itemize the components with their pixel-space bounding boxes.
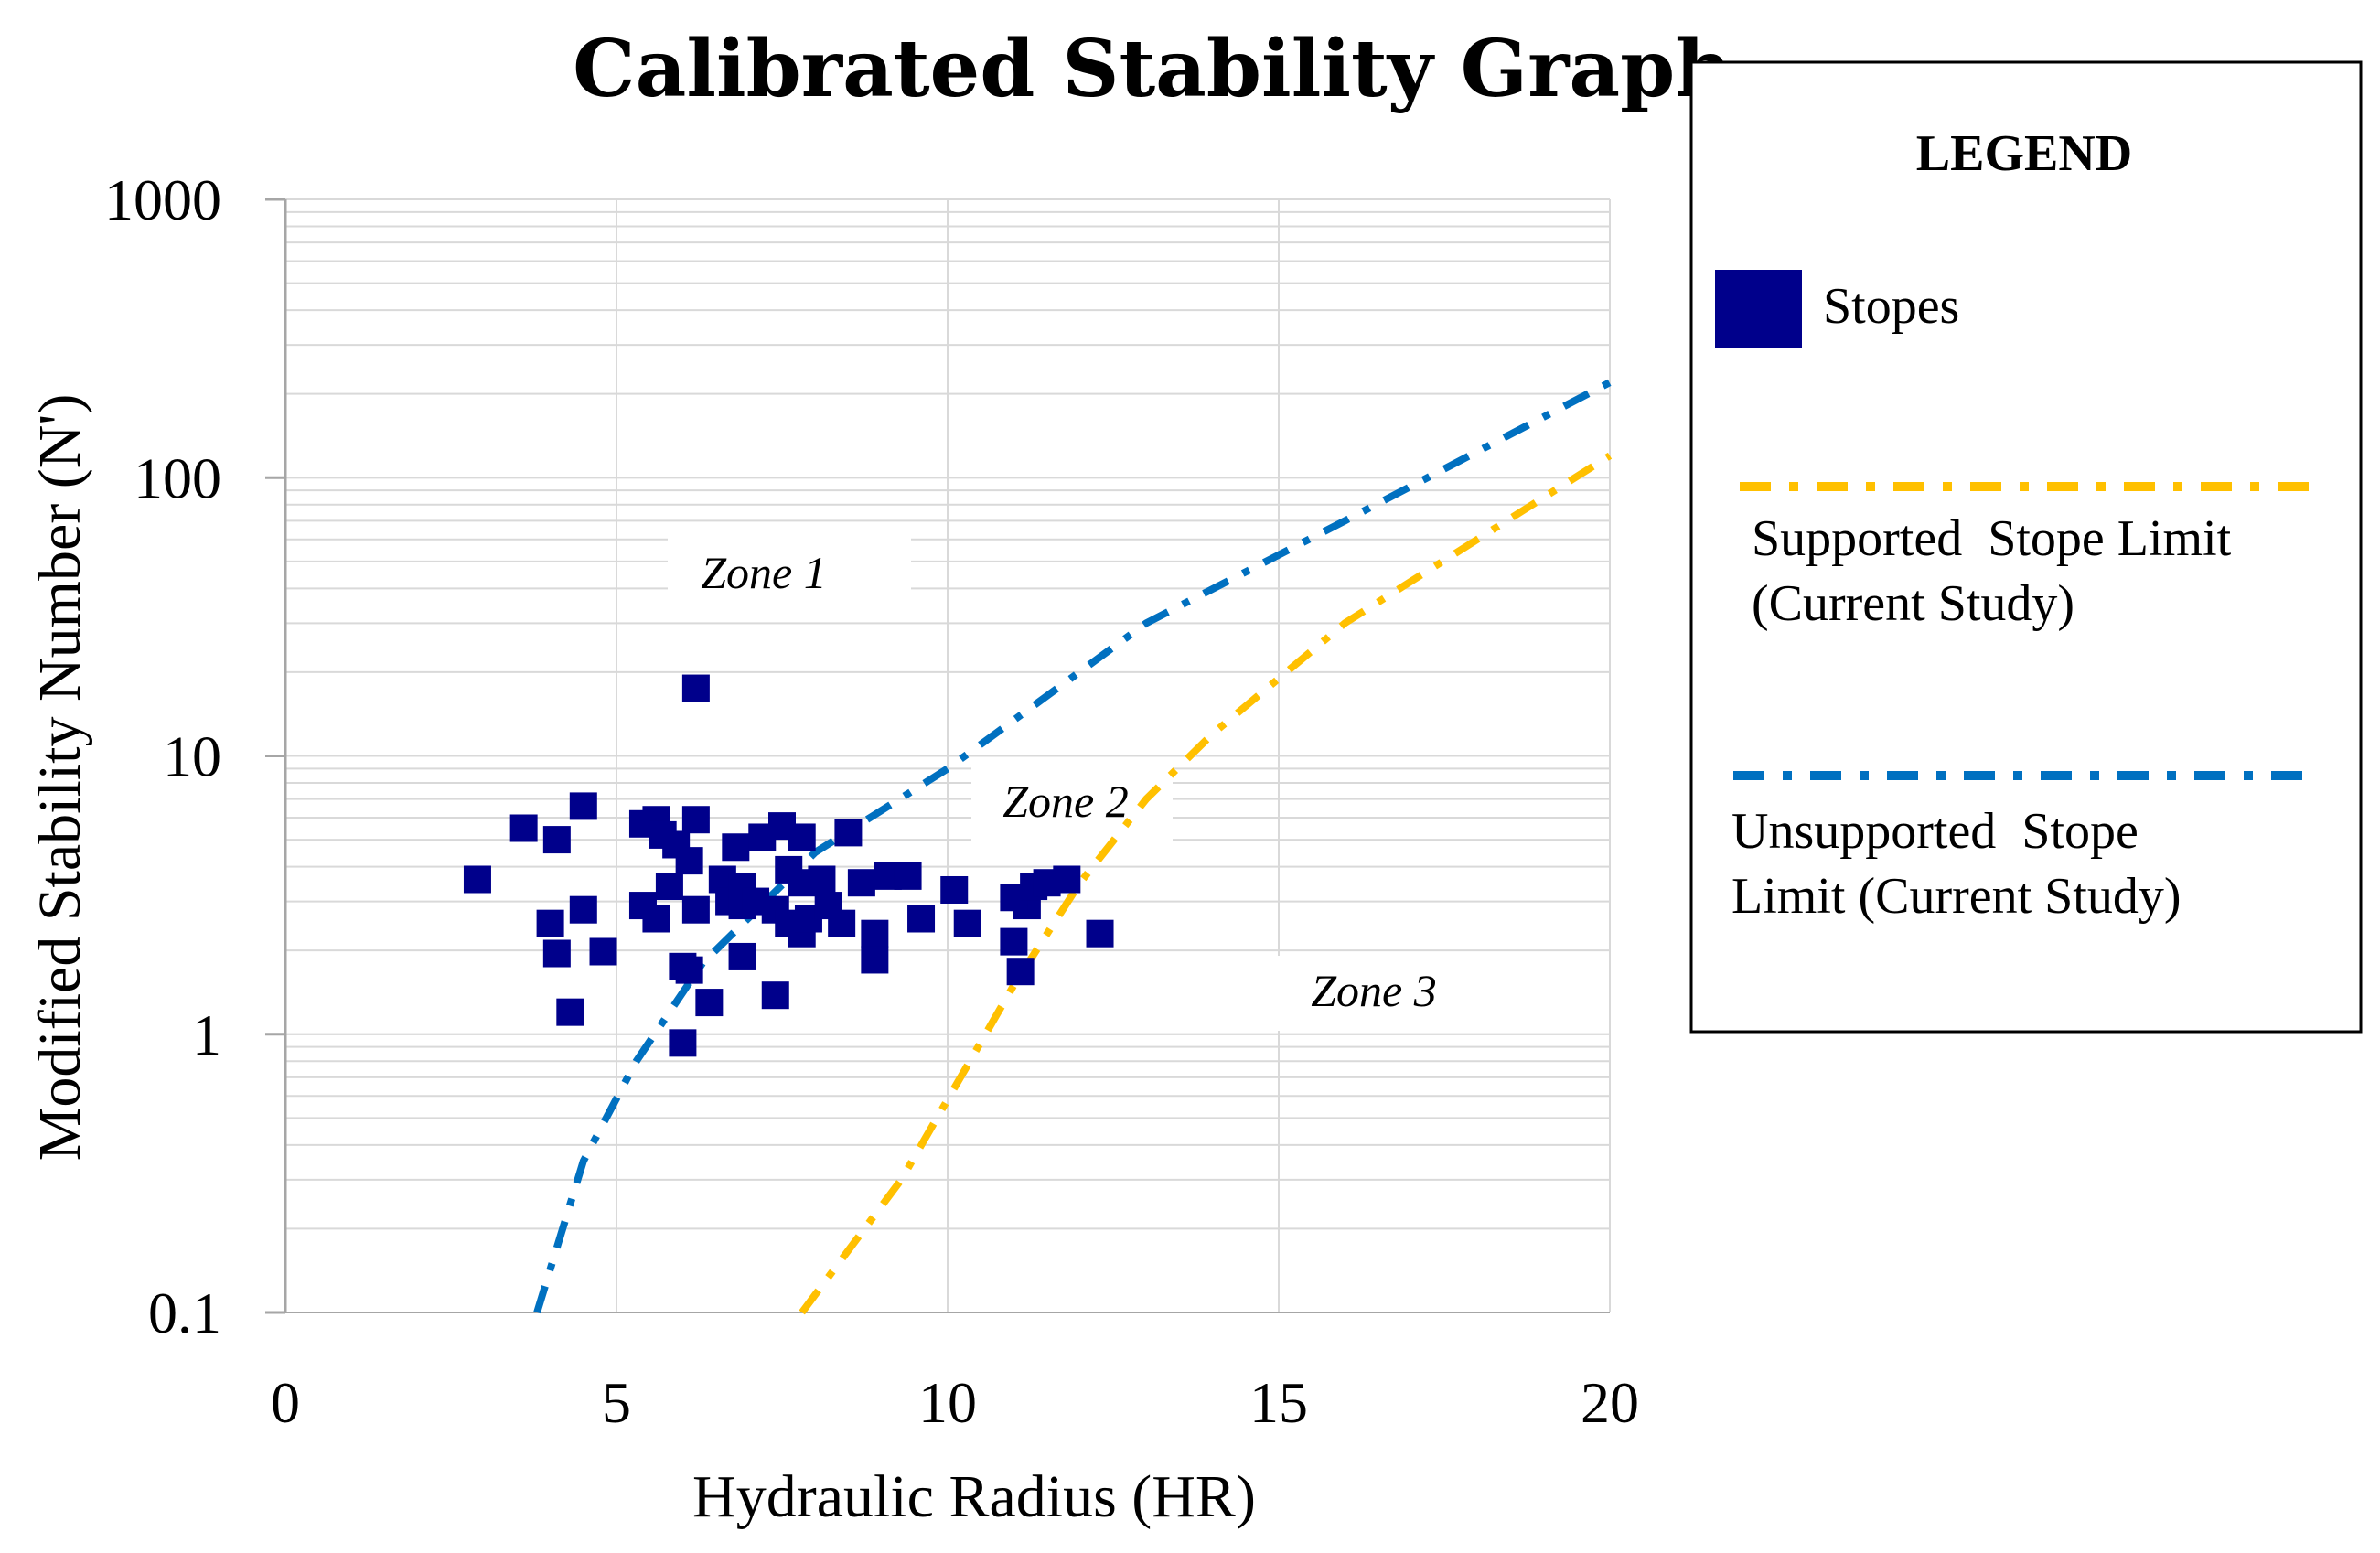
gridlines — [284, 198, 1611, 1313]
zone-3-label: Zone 3 — [1311, 965, 1437, 1016]
stope-point — [463, 865, 491, 894]
y-tick-label: 10 — [163, 724, 221, 789]
stope-points — [463, 674, 1114, 1057]
y-tick-label: 1 — [192, 1002, 221, 1067]
stope-point — [1053, 865, 1081, 894]
legend-title: LEGEND — [1916, 125, 2133, 182]
x-tick-label: 5 — [602, 1370, 631, 1435]
stope-point — [536, 909, 564, 937]
y-tick-labels: 0.1 1 10 100 1000 — [104, 167, 221, 1345]
legend-box — [1689, 60, 2363, 1034]
x-tick-labels: 0 5 10 15 20 — [271, 1370, 1639, 1435]
legend-label-unsupported-line-2: Limit (Current Study) — [1731, 868, 2182, 925]
x-tick-label: 0 — [271, 1370, 300, 1435]
stope-point — [861, 919, 889, 948]
stope-point — [681, 674, 710, 702]
stope-point — [655, 873, 683, 901]
x-tick-label: 20 — [1581, 1370, 1639, 1435]
unsupported-limit-line — [533, 379, 1612, 1314]
stope-point — [728, 942, 756, 970]
stope-point — [722, 833, 750, 862]
stope-point — [675, 956, 703, 984]
legend: LEGEND Stopes Supported Stope Limit (Cur… — [1689, 60, 2363, 1034]
stope-point — [861, 946, 889, 974]
y-tick-label: 100 — [134, 445, 221, 510]
x-tick-label: 10 — [918, 1370, 977, 1435]
legend-label-supported-line-1: Supported Stope Limit — [1752, 510, 2232, 567]
chart-title: Calibrated Stability Graph — [573, 23, 1732, 115]
stope-point — [556, 998, 584, 1026]
stope-point — [1000, 927, 1028, 956]
zone-1-label-bg — [668, 538, 911, 613]
stope-point — [695, 989, 724, 1017]
stope-point — [834, 819, 863, 847]
stope-point — [569, 895, 597, 924]
stope-point — [1006, 958, 1035, 986]
stope-point — [1086, 919, 1114, 948]
stope-point — [681, 806, 710, 834]
stope-point — [675, 847, 703, 875]
zone-3-label-bg — [1276, 956, 1546, 1031]
zone-labels: Zone 1 Zone 2 Zone 3 — [668, 538, 1546, 1031]
x-axis-label: Hydraulic Radius (HR) — [692, 1463, 1256, 1530]
stope-point — [681, 895, 710, 924]
limit-lines — [533, 379, 1613, 1315]
stope-point — [642, 905, 670, 933]
stope-point — [940, 875, 969, 904]
stope-point — [542, 939, 571, 968]
zone-2-label: Zone 2 — [1002, 776, 1129, 827]
legend-label-supported-line-2: (Current Study) — [1752, 575, 2074, 632]
stope-point — [669, 1029, 697, 1057]
y-tick-label: 0.1 — [148, 1280, 221, 1345]
y-axis-label: Modified Stability Number (N') — [27, 394, 93, 1162]
legend-swatch-stopes — [1715, 270, 1802, 348]
axes — [265, 198, 1610, 1314]
stope-point — [509, 814, 538, 842]
legend-label-unsupported-line-1: Unsupported Stope — [1731, 803, 2139, 860]
stope-point — [589, 937, 617, 966]
stope-point — [907, 905, 936, 933]
stope-point — [847, 869, 875, 897]
stope-point — [761, 981, 789, 1010]
stope-point — [808, 865, 836, 894]
zone-1-label: Zone 1 — [701, 547, 827, 598]
stope-point — [542, 826, 571, 854]
stope-point — [828, 909, 856, 937]
y-tick-label: 1000 — [104, 167, 221, 232]
stope-point — [788, 823, 816, 851]
stope-point — [569, 792, 597, 820]
stope-point — [894, 862, 922, 890]
supported-limit-line — [799, 452, 1613, 1315]
x-tick-label: 15 — [1249, 1370, 1308, 1435]
legend-label-stopes: Stopes — [1823, 278, 1959, 335]
stope-point — [953, 909, 981, 937]
